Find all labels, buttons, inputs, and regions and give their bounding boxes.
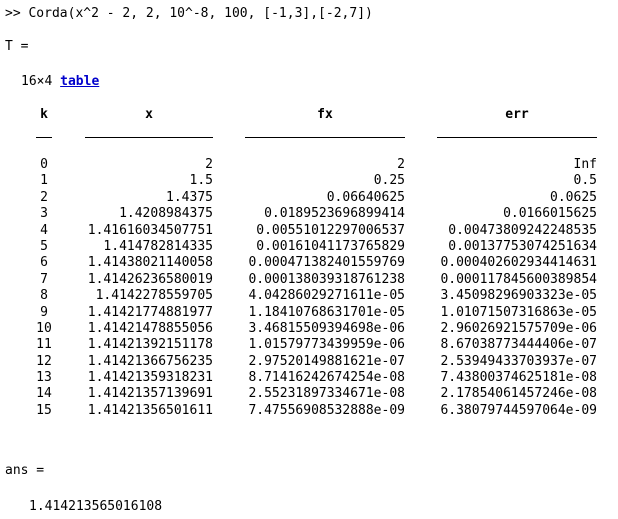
cell-k: 1	[40, 173, 48, 189]
header-underline-err	[437, 137, 597, 138]
cell-fx: 8.71416242674254e-08	[248, 370, 405, 386]
cell-fx: 4.04286029271611e-05	[248, 288, 405, 304]
table-row: 0 2 2 Inf	[0, 157, 618, 173]
cell-err: 2.17854061457246e-08	[440, 386, 597, 402]
cell-fx: 1.18410768631701e-05	[248, 304, 405, 320]
cell-fx: 0.00551012297006537	[256, 222, 405, 238]
cell-x: 1.41421774881977	[87, 304, 213, 320]
header-underline-k	[36, 137, 52, 138]
table-row: 3 1.4208984375 0.0189523696899414 0.0166015…	[0, 206, 618, 222]
cell-k: 6	[40, 255, 48, 271]
cell-x: 1.41421366756235	[87, 353, 213, 369]
table-row: 7 1.41426236580019 0.000138039318761238 0.0…	[0, 272, 618, 288]
table-row: 10 1.41421478855056 3.46815509394698e-06 2.…	[0, 321, 618, 337]
cell-k: 11	[36, 337, 52, 353]
cell-x: 1.41421478855056	[87, 320, 213, 336]
cell-err: 8.67038773444406e-07	[440, 337, 597, 353]
cell-k: 7	[40, 271, 48, 287]
cell-err: 0.0625	[550, 189, 597, 205]
column-header-k: k	[40, 107, 48, 122]
cell-fx: 0.000138039318761238	[248, 271, 405, 287]
table-row: 15 1.41421356501611 7.47556908532888e-09 6.…	[0, 403, 618, 419]
cell-fx: 0.25	[373, 173, 405, 189]
column-header-x: x	[145, 107, 153, 122]
cell-k: 14	[36, 386, 52, 402]
cell-fx: 2.97520149881621e-07	[248, 353, 405, 369]
output-variable-label: T =	[5, 39, 29, 54]
cell-fx: 7.47556908532888e-09	[248, 402, 405, 418]
cell-x: 1.41421356501611	[87, 402, 213, 418]
cell-fx: 0.0189523696899414	[264, 206, 405, 222]
cell-err: 2.96026921575709e-06	[440, 320, 597, 336]
cell-err: 7.43800374625181e-08	[440, 370, 597, 386]
ans-label: ans =	[5, 463, 45, 478]
cell-err: 2.53949433703937e-07	[440, 353, 597, 369]
cell-x: 1.4142278559705	[95, 288, 213, 304]
cell-fx: 2.55231897334671e-08	[248, 386, 405, 402]
cell-x: 1.4375	[166, 189, 213, 205]
cell-fx: 1.01579773439959e-06	[248, 337, 405, 353]
cell-fx: 0.000471382401559769	[248, 255, 405, 271]
cell-err: 0.000402602934414631	[440, 255, 597, 271]
cell-err: 0.0166015625	[503, 206, 597, 222]
cell-k: 2	[40, 189, 48, 205]
column-header-fx: fx	[317, 107, 333, 122]
cell-fx: 0.06640625	[326, 189, 405, 205]
cell-err: Inf	[573, 157, 597, 172]
cell-err: 1.01071507316863e-05	[440, 304, 597, 320]
cell-err: 0.00137753074251634	[448, 238, 597, 254]
command-line[interactable]: >> Corda(x^2 - 2, 2, 10^-8, 100, [-1,3],…	[5, 6, 373, 21]
table-row: 5 1.414782814335 0.00161041173765829 0.0013…	[0, 239, 618, 255]
cell-x: 1.41421357139691	[87, 386, 213, 402]
cell-k: 4	[40, 222, 48, 238]
table-size-line: 16×4 table	[21, 74, 99, 90]
table-row: 14 1.41421357139691 2.55231897334671e-08 2.…	[0, 386, 618, 402]
cell-x: 1.41426236580019	[87, 271, 213, 287]
table-body: 0 2 2 Inf 1 1.5 0.25 0.5 2 1.4375 0.06640625 0.0625…	[0, 157, 618, 419]
column-header-err: err	[505, 107, 529, 122]
cell-x: 1.41421392151178	[87, 337, 213, 353]
cell-x: 1.4208984375	[119, 206, 213, 222]
cell-k: 0	[40, 157, 48, 172]
cell-fx: 0.00161041173765829	[256, 238, 405, 254]
table-row: 8 1.4142278559705 4.04286029271611e-05 3.45…	[0, 288, 618, 304]
cell-err: 0.000117845600389854	[440, 271, 597, 287]
cell-fx: 2	[397, 157, 405, 172]
table-row: 2 1.4375 0.06640625 0.0625	[0, 190, 618, 206]
table-row: 13 1.41421359318231 8.71416242674254e-08 7.…	[0, 370, 618, 386]
cell-x: 1.5	[189, 173, 213, 189]
cell-x: 1.41421359318231	[87, 370, 213, 386]
cell-err: 0.00473809242248535	[448, 222, 597, 238]
table-row: 12 1.41421366756235 2.97520149881621e-07 2.…	[0, 354, 618, 370]
cell-x: 2	[205, 157, 213, 172]
cell-k: 5	[40, 238, 48, 254]
header-underline-fx	[245, 137, 405, 138]
table-row: 11 1.41421392151178 1.01579773439959e-06 8.…	[0, 337, 618, 353]
cell-k: 10	[36, 320, 52, 336]
cell-x: 1.41616034507751	[87, 222, 213, 238]
cell-k: 13	[36, 370, 52, 386]
table-row: 4 1.41616034507751 0.00551012297006537 0.00…	[0, 223, 618, 239]
table-size: 16×4	[21, 74, 53, 89]
cell-err: 0.5	[573, 173, 597, 189]
cell-err: 3.45098296903323e-05	[440, 288, 597, 304]
cell-k: 3	[40, 206, 48, 222]
table-row: 1 1.5 0.25 0.5	[0, 173, 618, 189]
cell-k: 15	[36, 402, 52, 418]
ans-value: 1.414213565016108	[29, 499, 163, 514]
cell-x: 1.41438021140058	[87, 255, 213, 271]
cell-fx: 3.46815509394698e-06	[248, 320, 405, 336]
cell-x: 1.414782814335	[103, 238, 213, 254]
cell-k: 12	[36, 353, 52, 369]
table-row: 9 1.41421774881977 1.18410768631701e-05 1.0…	[0, 305, 618, 321]
cell-err: 6.38079744597064e-09	[440, 402, 597, 418]
cell-k: 8	[40, 288, 48, 304]
table-row: 6 1.41438021140058 0.000471382401559769 0.0…	[0, 255, 618, 271]
table-link[interactable]: table	[60, 74, 100, 89]
cell-k: 9	[40, 304, 48, 320]
header-underline-x	[85, 137, 213, 138]
